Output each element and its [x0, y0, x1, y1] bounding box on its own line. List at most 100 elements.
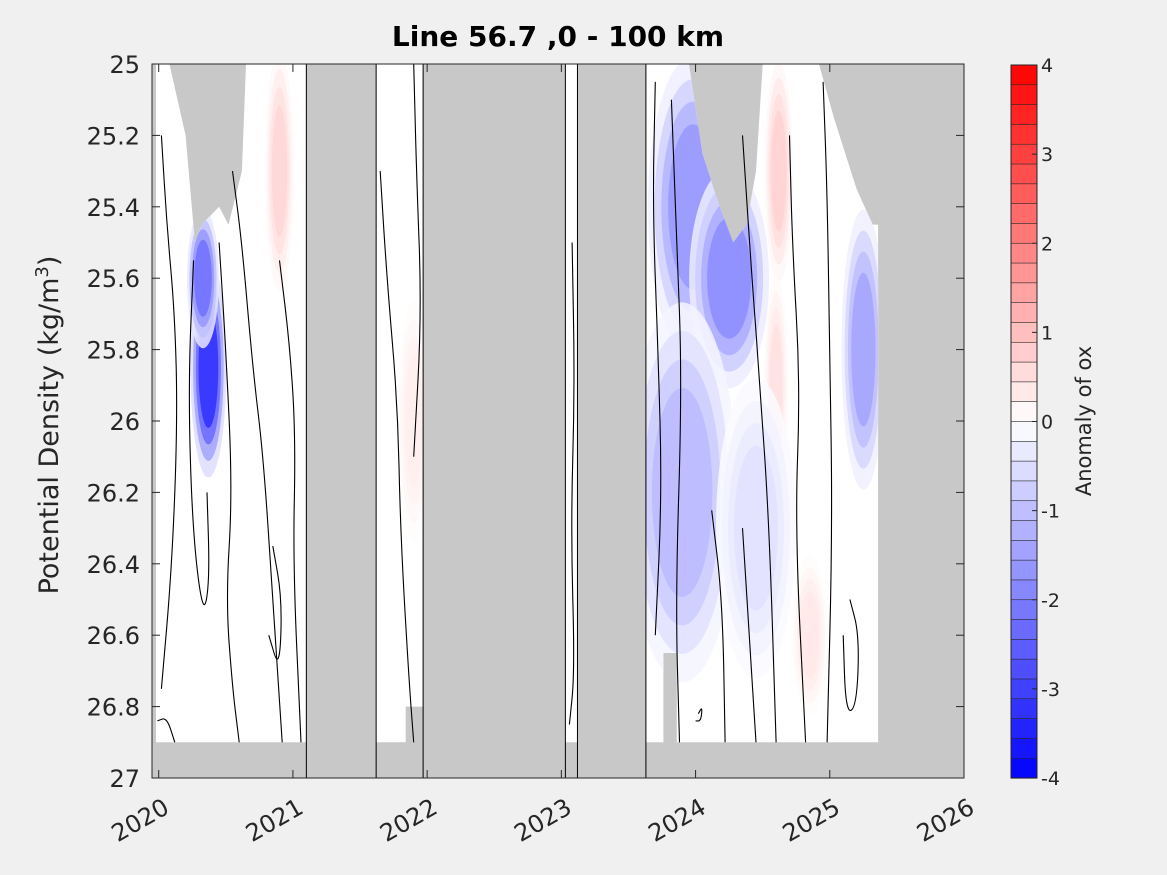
colorbar-swatch [1010, 262, 1038, 284]
contour-lines [157, 64, 859, 743]
colorbar-swatch [1010, 441, 1038, 462]
colorbar-swatch [1010, 480, 1038, 502]
colorbar-swatch [1010, 559, 1038, 581]
data-gaps [305, 63, 647, 779]
contour-line [278, 260, 302, 743]
y-tick-label: 26.8 [87, 694, 140, 722]
colorbar-swatch [1010, 64, 1038, 86]
contour-line [157, 718, 176, 743]
data-gap-block [422, 63, 566, 779]
x-tick-label: 2025 [778, 793, 845, 848]
contour-line [413, 64, 421, 457]
contour-line [160, 135, 178, 689]
colorbar-swatch [1010, 757, 1038, 779]
contour-line [268, 545, 282, 660]
y-axis: 25 25.2 25.4 25.6 25.8 26 26.2 26.4 26.6 26.8 27 [87, 51, 964, 793]
colorbar-tick-label: 0 [1041, 412, 1053, 434]
colorbar-label: Anomaly of ox [1072, 346, 1096, 496]
colorbar-tick-label: 1 [1041, 322, 1053, 344]
x-tick-label: 2022 [375, 793, 442, 848]
contour-line [218, 242, 240, 743]
contour-line [788, 135, 807, 743]
colorbar: 4 3 2 1 0 -1 -2 -3 -4 [1010, 55, 1060, 790]
y-axis-label: Potential Density (kg/m3) [32, 256, 65, 595]
colorbar-swatch [1010, 341, 1038, 363]
contour-line [188, 260, 210, 606]
colorbar-swatch [1010, 540, 1038, 561]
colorbar-swatch [1010, 579, 1038, 601]
data-gap-block [305, 63, 377, 779]
colorbar-swatch [1010, 421, 1038, 442]
y-tick-label: 26.6 [87, 622, 140, 650]
y-tick-label: 25.2 [87, 122, 140, 150]
plot-area [151, 63, 965, 779]
y-tick-label: 25.6 [87, 265, 140, 293]
colorbar-swatch [1010, 401, 1038, 423]
colorbar-swatch [1010, 104, 1038, 126]
colorbar-swatch [1010, 698, 1038, 720]
contour-line [822, 81, 833, 743]
colorbar-swatch [1010, 203, 1038, 225]
y-tick-label: 26.4 [87, 551, 140, 579]
x-tick-label: 2024 [644, 793, 711, 848]
colorbar-swatch [1010, 738, 1038, 759]
anomaly-layer [187, 64, 879, 716]
x-tick-label: 2021 [241, 793, 308, 848]
colorbar-swatch [1010, 619, 1038, 640]
anomaly-patch [715, 378, 796, 679]
y-tick-label: 26.2 [87, 479, 140, 507]
colorbar-swatch [1010, 520, 1038, 541]
colorbar-tick-label: -4 [1041, 768, 1060, 790]
colorbar-swatch [1010, 183, 1038, 205]
colorbar-swatch [1010, 718, 1038, 739]
colorbar-tick-label: 2 [1041, 233, 1053, 255]
anomaly-patch [764, 64, 793, 282]
colorbar-swatch [1010, 381, 1038, 403]
x-tick-label: 2023 [509, 793, 576, 848]
colorbar-swatch [1010, 124, 1038, 145]
chart-title: Line 56.7 ,0 - 100 km [392, 20, 724, 53]
contour-line [741, 528, 757, 743]
contour-line [568, 242, 575, 725]
y-tick-label: 25 [109, 51, 140, 79]
y-tick-label: 27 [109, 765, 140, 793]
contour-line [670, 99, 682, 743]
colorbar-swatch [1010, 163, 1038, 185]
colorbar-swatch [1010, 282, 1038, 304]
colorbar-swatch [1010, 460, 1038, 482]
colorbar-tick-label: 4 [1041, 55, 1053, 77]
x-tick-label: 2026 [912, 793, 979, 848]
anomaly-patch [265, 64, 294, 292]
colorbar-swatch [1010, 658, 1038, 680]
contour-line [231, 171, 283, 743]
colorbar-swatch [1010, 84, 1038, 106]
contour-line [695, 708, 703, 722]
colorbar-tick-label: -3 [1041, 679, 1060, 701]
anomaly-patch [689, 168, 770, 389]
y-tick-label: 26 [109, 408, 140, 436]
contour-line [379, 171, 415, 743]
data-gap-block [576, 63, 647, 779]
contour-line [842, 599, 859, 711]
anomaly-patch [187, 208, 220, 349]
colorbar-swatch [1010, 242, 1038, 264]
contour-line [741, 135, 777, 743]
anomaly-patch [841, 209, 879, 490]
anomaly-patch [627, 302, 738, 683]
contour-line [711, 510, 726, 743]
colorbar-swatch [1010, 639, 1038, 660]
colorbar-tick-label: 3 [1041, 144, 1053, 166]
colorbar-swatch [1010, 599, 1038, 621]
colorbar-swatch [1010, 361, 1038, 383]
colorbar-tick-label: -1 [1041, 501, 1060, 523]
anomaly-patch [397, 301, 430, 541]
x-tick-label: 2020 [107, 793, 174, 848]
anomaly-patch [791, 555, 828, 716]
colorbar-tick-label: -2 [1041, 590, 1060, 612]
colorbar-swatch [1010, 302, 1038, 324]
colorbar-swatch [1010, 223, 1038, 244]
contour-line [652, 81, 662, 636]
y-tick-label: 25.8 [87, 337, 140, 365]
y-tick-label: 25.4 [87, 194, 140, 222]
